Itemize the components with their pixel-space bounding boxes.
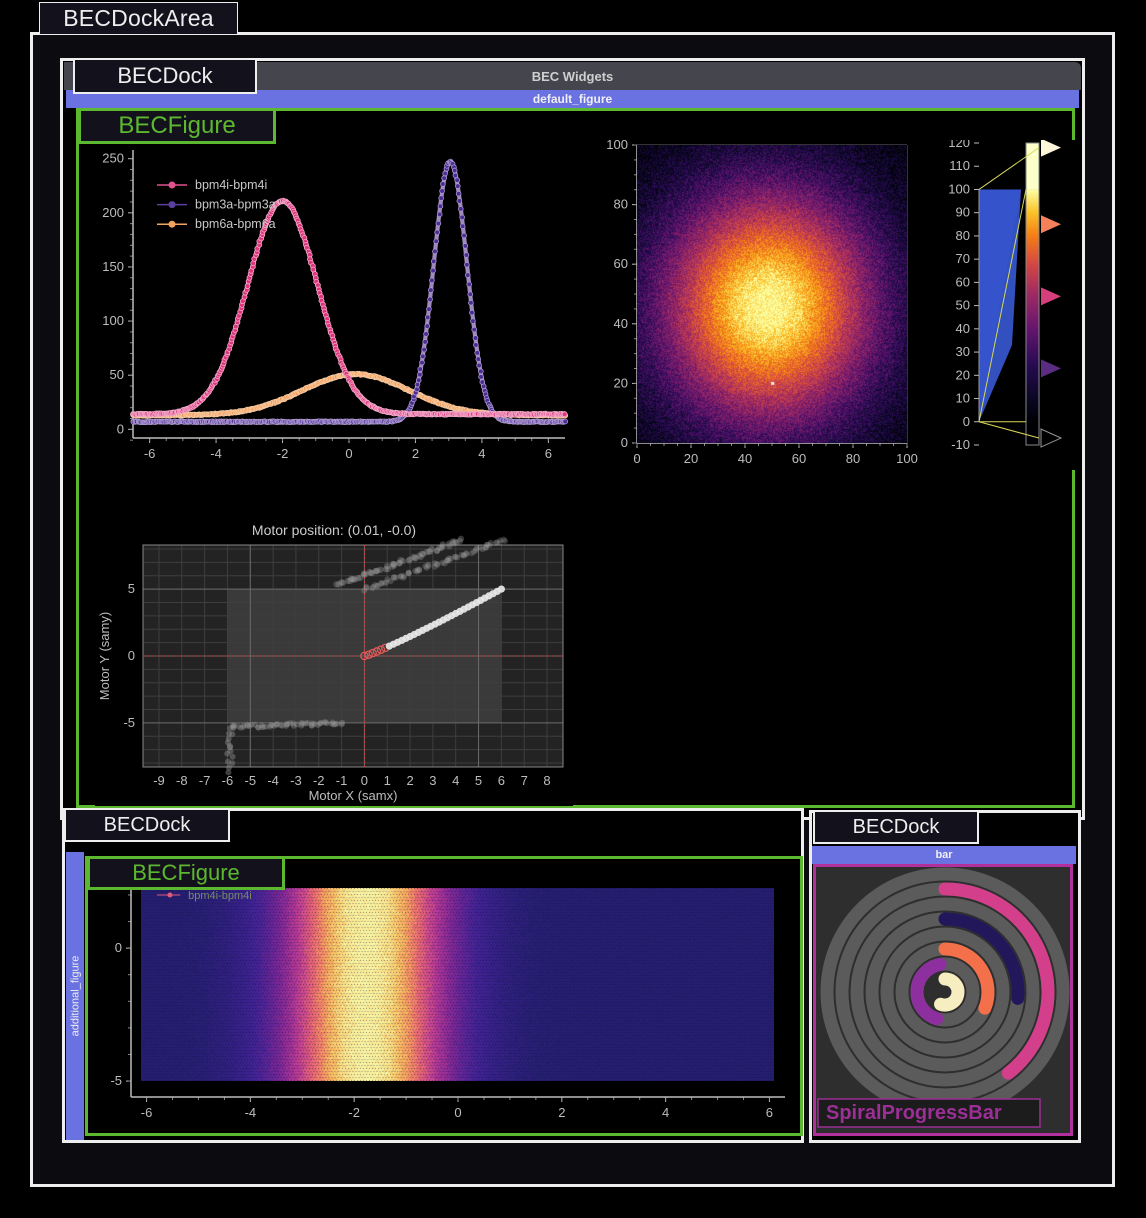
svg-text:-2: -2 (313, 773, 325, 788)
svg-text:10: 10 (956, 391, 970, 406)
svg-text:1: 1 (384, 773, 391, 788)
svg-text:7: 7 (521, 773, 528, 788)
svg-text:-7: -7 (199, 773, 211, 788)
svg-text:-2: -2 (348, 1105, 360, 1120)
svg-text:6: 6 (766, 1105, 773, 1120)
svg-text:250: 250 (102, 151, 124, 166)
svg-text:5: 5 (128, 581, 135, 596)
svg-text:80: 80 (614, 197, 628, 212)
svg-text:-1: -1 (336, 773, 348, 788)
svg-text:4: 4 (478, 446, 485, 461)
svg-text:-3: -3 (290, 773, 302, 788)
svg-text:40: 40 (614, 316, 628, 331)
svg-text:bpm4i-bpm4i: bpm4i-bpm4i (188, 890, 252, 902)
svg-text:bpm4i-bpm4i: bpm4i-bpm4i (195, 178, 267, 192)
svg-text:-5: -5 (245, 773, 257, 788)
svg-text:6: 6 (545, 446, 552, 461)
svg-text:5: 5 (475, 773, 482, 788)
svg-text:-4: -4 (210, 446, 222, 461)
svg-text:100: 100 (102, 313, 124, 328)
svg-text:-4: -4 (267, 773, 279, 788)
svg-text:6: 6 (498, 773, 505, 788)
svg-text:150: 150 (102, 259, 124, 274)
svg-text:Motor Y (samy): Motor Y (samy) (97, 612, 112, 700)
svg-text:2: 2 (406, 773, 413, 788)
svg-text:20: 20 (956, 367, 970, 382)
svg-text:4: 4 (662, 1105, 669, 1120)
svg-text:100: 100 (606, 140, 628, 152)
svg-text:60: 60 (614, 256, 628, 271)
svg-text:3: 3 (429, 773, 436, 788)
svg-text:0: 0 (345, 446, 352, 461)
svg-text:0: 0 (361, 773, 368, 788)
svg-text:0: 0 (117, 421, 124, 436)
svg-text:90: 90 (956, 205, 970, 220)
svg-text:20: 20 (614, 375, 628, 390)
svg-text:0: 0 (633, 451, 640, 466)
svg-text:-6: -6 (141, 1105, 153, 1120)
svg-text:50: 50 (956, 298, 970, 313)
svg-text:0: 0 (115, 940, 122, 955)
svg-text:-5: -5 (110, 1073, 122, 1088)
svg-text:20: 20 (684, 451, 698, 466)
svg-text:4: 4 (452, 773, 459, 788)
svg-text:2: 2 (412, 446, 419, 461)
svg-text:40: 40 (738, 451, 752, 466)
svg-text:-8: -8 (176, 773, 188, 788)
svg-text:60: 60 (956, 274, 970, 289)
svg-text:-6: -6 (144, 446, 156, 461)
svg-text:80: 80 (846, 451, 860, 466)
svg-text:0: 0 (621, 435, 628, 450)
svg-text:-4: -4 (245, 1105, 257, 1120)
svg-text:-2: -2 (277, 446, 289, 461)
svg-text:8: 8 (543, 773, 550, 788)
svg-text:0: 0 (128, 648, 135, 663)
svg-text:-5: -5 (123, 715, 135, 730)
svg-text:120: 120 (948, 140, 970, 150)
svg-text:100: 100 (948, 181, 970, 196)
svg-text:-10: -10 (951, 437, 970, 452)
svg-text:60: 60 (792, 451, 806, 466)
svg-text:bpm3a-bpm3a: bpm3a-bpm3a (195, 198, 276, 212)
svg-text:200: 200 (102, 205, 124, 220)
svg-text:Motor X (samx): Motor X (samx) (309, 788, 398, 803)
svg-text:0: 0 (963, 414, 970, 429)
svg-text:SpiralProgressBar: SpiralProgressBar (826, 1102, 1002, 1124)
svg-text:100: 100 (896, 451, 918, 466)
svg-text:2: 2 (558, 1105, 565, 1120)
svg-text:80: 80 (956, 228, 970, 243)
svg-text:30: 30 (956, 344, 970, 359)
svg-text:70: 70 (956, 251, 970, 266)
svg-text:40: 40 (956, 321, 970, 336)
svg-text:-9: -9 (153, 773, 165, 788)
svg-text:bpm6a-bpm6a: bpm6a-bpm6a (195, 217, 276, 231)
svg-text:Motor position: (0.01, -0.0): Motor position: (0.01, -0.0) (252, 522, 416, 538)
svg-text:50: 50 (110, 367, 124, 382)
svg-text:110: 110 (949, 158, 970, 173)
svg-text:0: 0 (454, 1105, 461, 1120)
